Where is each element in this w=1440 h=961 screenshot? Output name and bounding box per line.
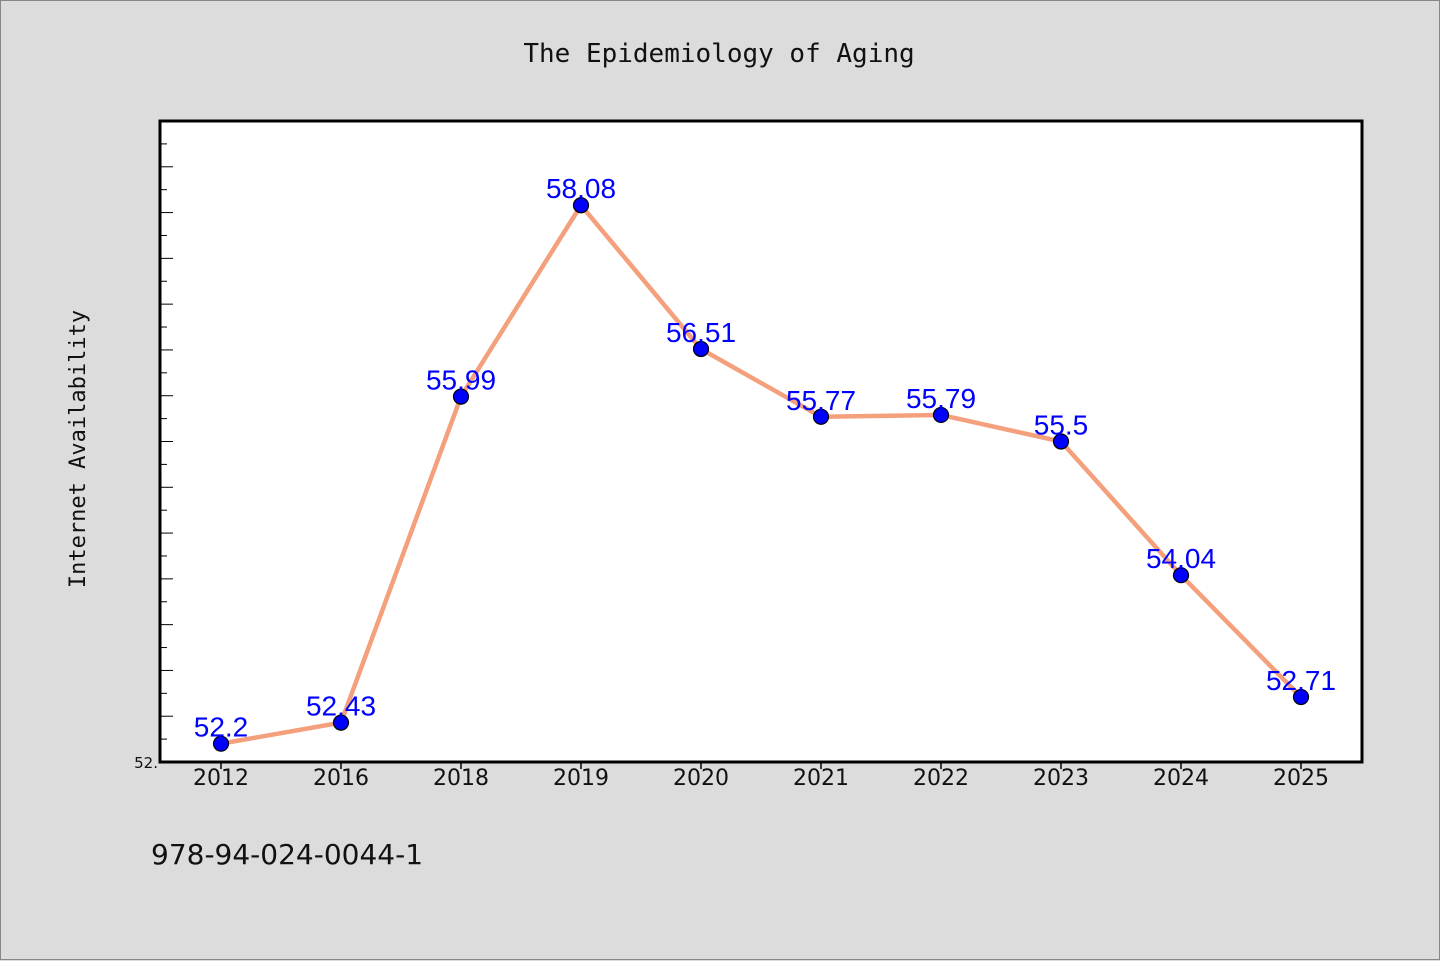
y-axis-ticks: 52.: [134, 143, 173, 772]
footer-isbn: 978-94-024-0044-1: [151, 838, 423, 871]
series-line: [218, 202, 1304, 746]
x-axis-ticks: 2012 2016 2018 2019 2020 2021 2022 2023 2024 2025: [193, 762, 1329, 791]
data-point: [452, 388, 470, 405]
data-point: [692, 340, 710, 358]
data-point: [212, 735, 230, 752]
data-label: 52.43: [306, 691, 376, 722]
data-point: [332, 714, 350, 731]
x-tick-label: 2019: [553, 766, 609, 791]
x-tick-label: 2025: [1273, 766, 1329, 791]
x-tick-label: 2022: [913, 766, 969, 791]
x-tick-label: 2016: [313, 766, 369, 791]
y-tick-label: 52.: [134, 754, 158, 772]
data-point: [1172, 567, 1190, 584]
plot-area: [158, 119, 1364, 764]
x-tick-label: 2023: [1033, 766, 1089, 791]
series-group: [212, 197, 1310, 752]
x-tick-label: 2021: [793, 766, 849, 791]
data-point: [932, 406, 950, 424]
data-point: [572, 197, 590, 214]
data-point: [1052, 433, 1070, 450]
data-point: [812, 408, 830, 425]
x-tick-label: 2020: [673, 766, 729, 791]
x-tick-label: 2012: [193, 766, 249, 791]
x-tick-label: 2018: [433, 766, 489, 791]
data-label: 56.51: [666, 317, 736, 348]
data-label: 55.77: [786, 385, 856, 416]
data-label: 54.04: [1146, 543, 1216, 574]
data-label: 55.5: [1034, 410, 1089, 441]
data-label: 52.71: [1266, 665, 1336, 696]
data-label: 52.2: [194, 712, 249, 743]
data-point: [1292, 688, 1310, 706]
data-label: 55.99: [426, 365, 496, 396]
x-tick-label: 2024: [1153, 766, 1209, 791]
data-label: 58.08: [546, 173, 616, 204]
data-labels-group: 52.2 52.43 55.99 58.08 56.51 55.77 55.79 55.5 54…: [194, 173, 1336, 742]
data-label: 55.79: [906, 383, 976, 414]
chart-title: The Epidemiology of Aging: [523, 39, 914, 69]
y-axis-label: Internet Availability: [66, 310, 91, 588]
